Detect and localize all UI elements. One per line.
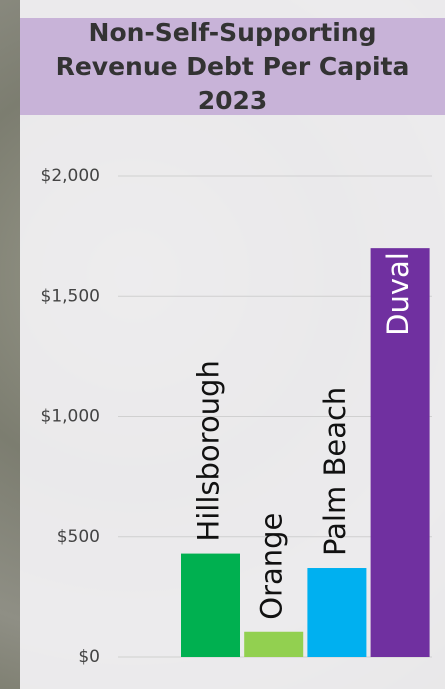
bar-label: Hillsborough	[192, 360, 226, 541]
y-tick-label: $1,000	[41, 407, 100, 427]
bar	[307, 568, 367, 657]
y-tick-label: $2,000	[41, 166, 100, 186]
chart-title: Non-Self-Supporting Revenue Debt Per Cap…	[20, 18, 445, 115]
bar-label: Orange	[255, 513, 289, 620]
bar	[181, 553, 240, 657]
y-tick-label: $500	[57, 527, 100, 547]
bar	[370, 248, 430, 657]
bar-label: Duval	[381, 252, 415, 336]
y-tick-label: $0	[78, 647, 100, 667]
y-tick-label: $1,500	[41, 286, 100, 306]
bar-label: Palm Beach	[318, 387, 352, 556]
bar	[244, 631, 304, 657]
